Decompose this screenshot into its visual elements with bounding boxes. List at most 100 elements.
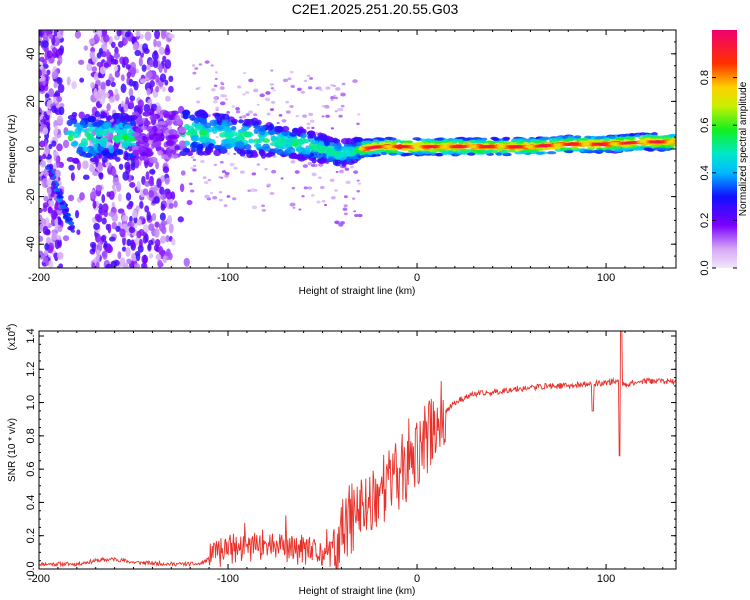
spectrogram-blob (107, 245, 113, 254)
spectrogram-blob (101, 194, 106, 204)
spectrogram-blob (673, 140, 676, 144)
spectrogram-blob (657, 147, 668, 151)
spectrogram-blob (310, 130, 316, 136)
spectrogram-blob (56, 77, 63, 85)
spectrogram-blob (153, 228, 160, 238)
spectrogram-blob (87, 126, 96, 133)
spectrogram-blob (99, 131, 109, 137)
spectrogram-blob (235, 107, 240, 111)
spectrogram-blob (46, 50, 53, 59)
spectrogram-blob (319, 88, 323, 92)
spectrogram-blob (281, 131, 289, 136)
spectrogram-blob (200, 128, 208, 136)
spectrogram-blob (98, 48, 104, 55)
spectrogram-blob (434, 140, 444, 144)
spectrogram-blob (224, 98, 229, 101)
spectrogram-blob (91, 66, 98, 73)
spectrogram-blob (354, 213, 359, 217)
spectrogram-blob (198, 63, 203, 66)
colorbar-gradient (712, 30, 737, 268)
spectrogram-blob (318, 140, 325, 147)
spectrogram-blob (604, 149, 613, 153)
spectrogram-blob (270, 87, 274, 90)
spectrogram-blob (42, 40, 49, 48)
spectrogram-blob (94, 213, 101, 221)
spectrogram-blob (228, 138, 237, 144)
spectrogram-blob (51, 232, 58, 241)
spectrogram-blob (116, 30, 122, 37)
spectrogram-blob (42, 153, 47, 160)
spectrogram-blob (144, 31, 152, 41)
spectrogram-blob (289, 70, 294, 74)
spectrogram-blob (321, 115, 325, 118)
spectrogram-blob (332, 84, 336, 87)
spectrogram-blob (90, 137, 100, 144)
spectrogram-blob (345, 137, 353, 145)
spectrogram-blob (145, 171, 150, 181)
spectrogram-blob (357, 113, 361, 116)
spectrogram-blob (204, 194, 210, 199)
spectrogram-blob (122, 262, 129, 268)
spectrogram-blob (141, 263, 145, 268)
spectrogram-blob (207, 178, 212, 182)
spectrogram-blob (164, 59, 172, 70)
spectrogram-blob (352, 79, 358, 84)
spectrogram-blob (174, 114, 181, 122)
spectrogram-blob (519, 150, 527, 155)
spectrogram-blob (59, 253, 64, 260)
spectrogram-blob (253, 113, 258, 117)
spectrogram-blob (168, 75, 174, 83)
spectrogram-blob (221, 170, 227, 173)
spectrogram-blob (47, 33, 54, 40)
spectrogram-blob (54, 239, 60, 250)
spectrogram-blob (146, 88, 151, 96)
spectrogram-blob (85, 152, 93, 158)
spectrogram-blob (55, 191, 60, 195)
spectrogram-blob (563, 149, 574, 154)
spectrogram-blob (296, 87, 302, 91)
spectrogram-blob (204, 122, 212, 129)
spectrogram-blob (223, 204, 228, 207)
spectrogram-blob (72, 140, 79, 147)
spectrogram-blob (82, 146, 90, 153)
spectrogram-blob (106, 191, 111, 198)
snr-x-tick-label: 100 (597, 573, 615, 585)
spectrogram-blob (538, 137, 549, 141)
spectrogram-blob (131, 132, 141, 137)
spectrogram-blob (89, 241, 97, 248)
spectrogram-blob (143, 263, 148, 268)
spectrogram-blob (214, 77, 218, 81)
spectrogram-blob (133, 80, 139, 91)
spectrogram-blob (159, 212, 166, 221)
spectrogram-blob (129, 215, 133, 223)
spectrogram-blob (59, 30, 64, 36)
spectrogram-blob (103, 92, 110, 98)
spectrogram-blob (64, 130, 72, 135)
spectrogram-blob (339, 150, 349, 157)
spectrogram-blob (132, 111, 140, 116)
spectrogram-blob (153, 50, 158, 56)
spectrogram-blob (294, 155, 303, 160)
spectrogram-blob (138, 145, 147, 153)
spectrogram-blob (338, 107, 344, 112)
spectrogram-blob (270, 136, 279, 141)
spectrogram-blob (300, 90, 305, 94)
spectrogram-blob (132, 42, 139, 51)
snr-ticks: -200 -100 0 100 0.0 0.2 0.4 0.6 0.8 1.0 1.2 1.4 (25, 328, 676, 585)
spectrogram-blob (272, 89, 276, 92)
spectrogram-blob (280, 177, 284, 180)
spectrogram-blob (139, 154, 145, 161)
spectrogram-blob (256, 163, 261, 166)
spectrogram-blob (42, 202, 49, 208)
spectrogram-blob (344, 167, 350, 171)
spectrogram-blob (241, 126, 250, 131)
spectrogram-blob (363, 154, 371, 158)
spectrogram-blob (101, 156, 108, 163)
spectrogram-blob (160, 194, 167, 200)
spectrogram-blob (354, 136, 363, 143)
spectrogram-blob (335, 170, 339, 173)
spectrogram-blob (151, 213, 157, 221)
spectrogram-blob (90, 82, 96, 89)
spectrogram-blob (604, 147, 613, 151)
